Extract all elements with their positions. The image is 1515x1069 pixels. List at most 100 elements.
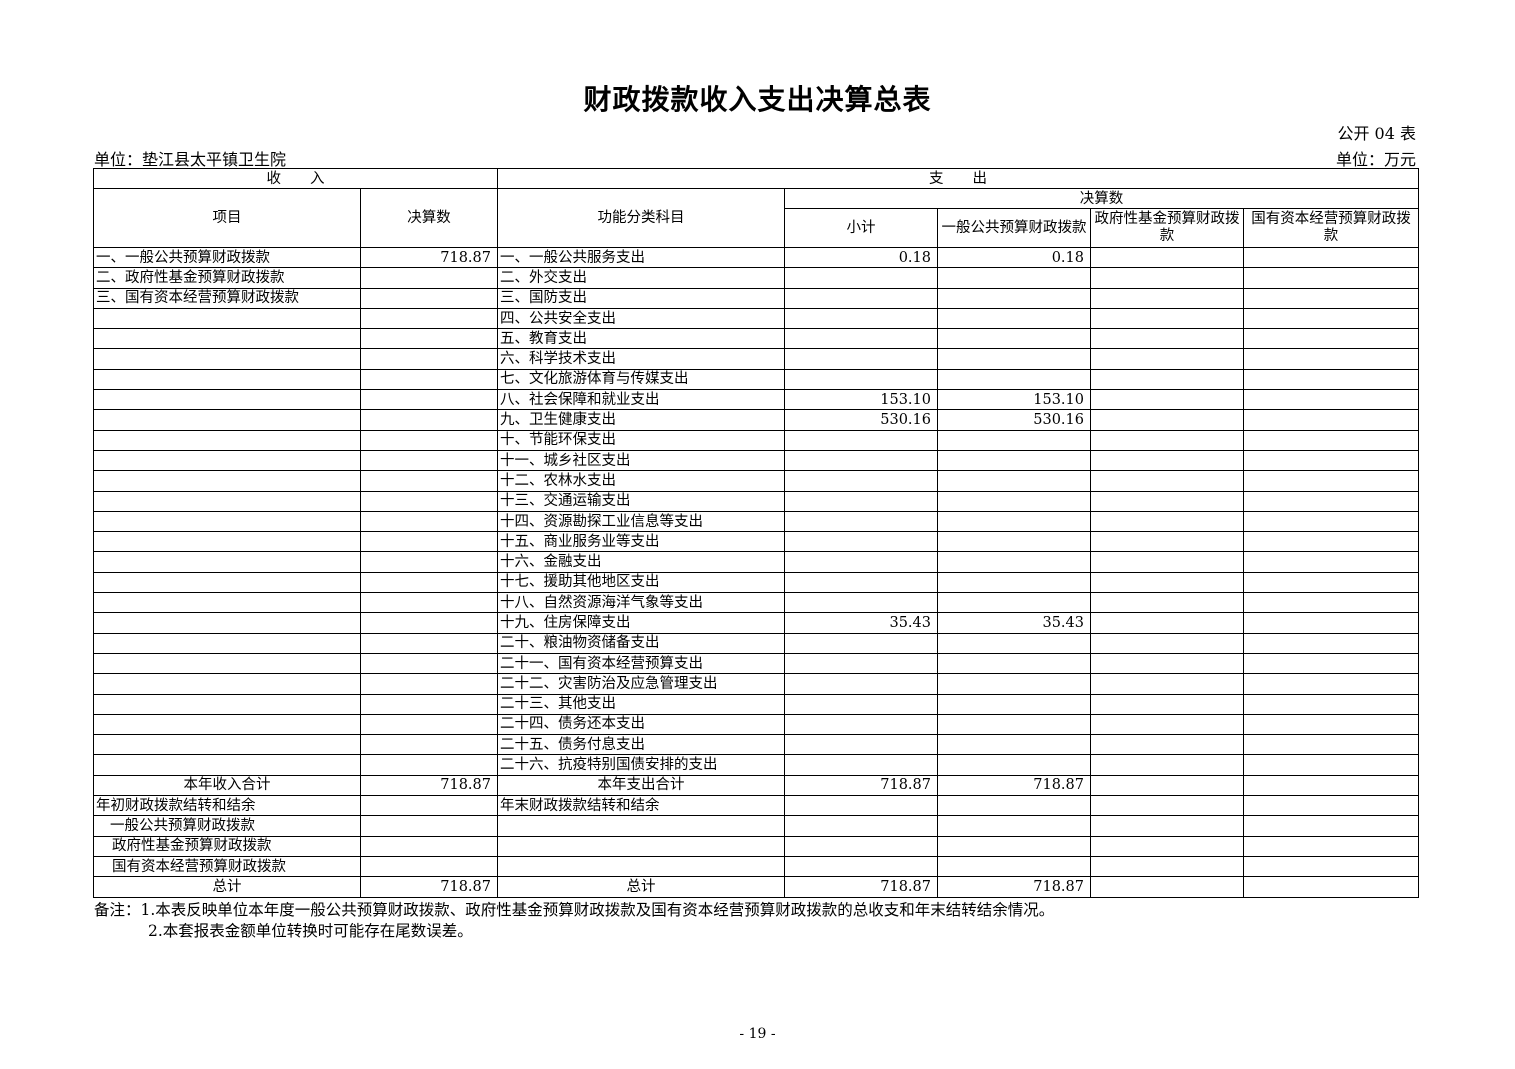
- subtotal-cell: [784, 795, 938, 817]
- income-amount-cell: [360, 632, 498, 654]
- subtotal-cell: [784, 531, 938, 553]
- table-row: 六、科学技术支出: [93, 348, 1420, 370]
- general-budget-cell: [937, 429, 1091, 451]
- page-title: 财政拨款收入支出决算总表: [583, 83, 932, 116]
- income-item-cell: [93, 713, 361, 736]
- general-budget-cell: [937, 470, 1091, 492]
- table-row: 三、国有资本经营预算财政拨款 三、国防支出: [93, 287, 1420, 309]
- income-amount-cell: [360, 531, 498, 553]
- gov-fund-cell: [1090, 632, 1244, 654]
- general-budget-cell: 718.87: [937, 774, 1091, 797]
- gov-fund-cell: [1090, 673, 1244, 695]
- income-item-cell: [93, 673, 361, 695]
- gov-fund-cell: [1090, 734, 1244, 756]
- state-capital-cell: [1242, 348, 1420, 370]
- state-capital-cell: [1242, 328, 1420, 350]
- gov-fund-cell: [1090, 855, 1244, 878]
- expense-function-cell: [497, 815, 785, 837]
- expense-function-cell: 十二、农林水支出: [497, 470, 785, 492]
- general-budget-cell: 718.87: [937, 876, 1091, 898]
- state-capital-cell: [1242, 429, 1420, 451]
- gov-fund-cell: [1090, 815, 1244, 837]
- expense-function-cell: 五、教育支出: [497, 328, 785, 350]
- state-capital-cell: [1242, 652, 1420, 675]
- table-row: 二十三、其他支出: [93, 693, 1420, 715]
- general-budget-cell: [937, 632, 1091, 654]
- general-budget-cell: [937, 713, 1091, 736]
- subtotal-cell: [784, 815, 938, 837]
- income-item-cell: [93, 551, 361, 573]
- expense-function-cell: 二十二、灾害防治及应急管理支出: [497, 673, 785, 695]
- gov-fund-cell: [1090, 551, 1244, 573]
- state-capital-cell: [1242, 754, 1420, 776]
- income-amount-cell: [360, 693, 498, 715]
- expense-function-cell: [497, 835, 785, 857]
- subtotal-cell: [784, 267, 938, 289]
- table-row: 总计 718.87 总计 718.87 718.87: [93, 876, 1420, 898]
- subtotal-cell: [784, 734, 938, 756]
- income-item-cell: [93, 734, 361, 756]
- income-item-cell: [93, 510, 361, 533]
- state-capital-cell: [1242, 612, 1420, 634]
- gov-fund-cell: [1090, 389, 1244, 411]
- subtotal-cell: [784, 348, 938, 370]
- general-budget-cell: 0.18: [937, 246, 1091, 269]
- general-budget-cell: [937, 795, 1091, 817]
- expense-function-cell: 十七、援助其他地区支出: [497, 571, 785, 594]
- header-row-3: 小计 一般公共预算财政拨款 政府性基金预算财政拨款 国有资本经营预算财政拨款: [94, 208, 1420, 248]
- income-amount-cell: [360, 612, 498, 634]
- gov-fund-cell: [1090, 571, 1244, 594]
- state-capital-cell: [1242, 876, 1420, 898]
- gov-fund-cell: [1090, 409, 1244, 431]
- income-item-cell: [93, 632, 361, 654]
- general-budget-cell: 35.43: [937, 612, 1091, 634]
- income-item-cell: [93, 307, 361, 330]
- expense-function-cell: 本年支出合计: [497, 774, 785, 797]
- income-item-cell: 本年收入合计: [93, 774, 361, 797]
- reporting-unit: 单位：垫江县太平镇卫生院: [94, 150, 287, 169]
- income-item-cell: [93, 652, 361, 675]
- notes: 备注：1.本表反映单位本年度一般公共预算财政拨款、政府性基金预算财政拨款及国有资…: [94, 900, 1054, 942]
- gov-fund-cell: [1090, 449, 1244, 472]
- expense-function-cell: 十四、资源勘探工业信息等支出: [497, 510, 785, 533]
- income-amount-cell: 718.87: [360, 246, 498, 269]
- income-amount-cell: [360, 571, 498, 594]
- expense-function-cell: 二十、粮油物资储备支出: [497, 632, 785, 654]
- general-budget-cell: [937, 510, 1091, 533]
- income-amount-cell: [360, 449, 498, 472]
- table-code: 公开 04 表: [1337, 124, 1416, 143]
- expense-function-cell: 总计: [497, 876, 785, 898]
- table-row: 五、教育支出: [93, 328, 1420, 350]
- income-amount-cell: [360, 652, 498, 675]
- income-item-cell: [93, 348, 361, 370]
- income-amount-cell: [360, 551, 498, 573]
- gov-fund-cell: [1090, 287, 1244, 309]
- gov-fund-cell: [1090, 368, 1244, 391]
- expense-function-cell: 九、卫生健康支出: [497, 409, 785, 431]
- table-row: 十一、城乡社区支出: [93, 449, 1420, 472]
- final-amount-header: 决算数: [783, 188, 1420, 209]
- income-amount-cell: [360, 429, 498, 451]
- table-row: 二十五、债务付息支出: [93, 734, 1420, 756]
- state-capital-cell: [1242, 246, 1420, 269]
- income-item-cell: 一、一般公共预算财政拨款: [93, 246, 361, 269]
- general-budget-cell: [937, 571, 1091, 594]
- expense-function-cell: 二十五、债务付息支出: [497, 734, 785, 756]
- state-capital-cell: [1242, 531, 1420, 553]
- subtotal-cell: [784, 632, 938, 654]
- gov-fund-cell: [1090, 246, 1244, 269]
- income-amount-cell: [360, 348, 498, 370]
- general-budget-cell: [937, 348, 1091, 370]
- income-item-cell: [93, 470, 361, 492]
- general-budget-header: 一般公共预算财政拨款: [937, 208, 1091, 248]
- state-capital-cell: [1242, 795, 1420, 817]
- expense-function-cell: 二十三、其他支出: [497, 693, 785, 715]
- gov-fund-cell: [1090, 267, 1244, 289]
- table-row: 二十、粮油物资储备支出: [93, 632, 1420, 654]
- income-item-cell: [93, 592, 361, 614]
- table-row: 一般公共预算财政拨款: [93, 815, 1420, 837]
- state-capital-cell: [1242, 287, 1420, 309]
- subtotal-cell: [784, 713, 938, 736]
- subtotal-cell: [784, 693, 938, 715]
- state-capital-cell: [1242, 307, 1420, 330]
